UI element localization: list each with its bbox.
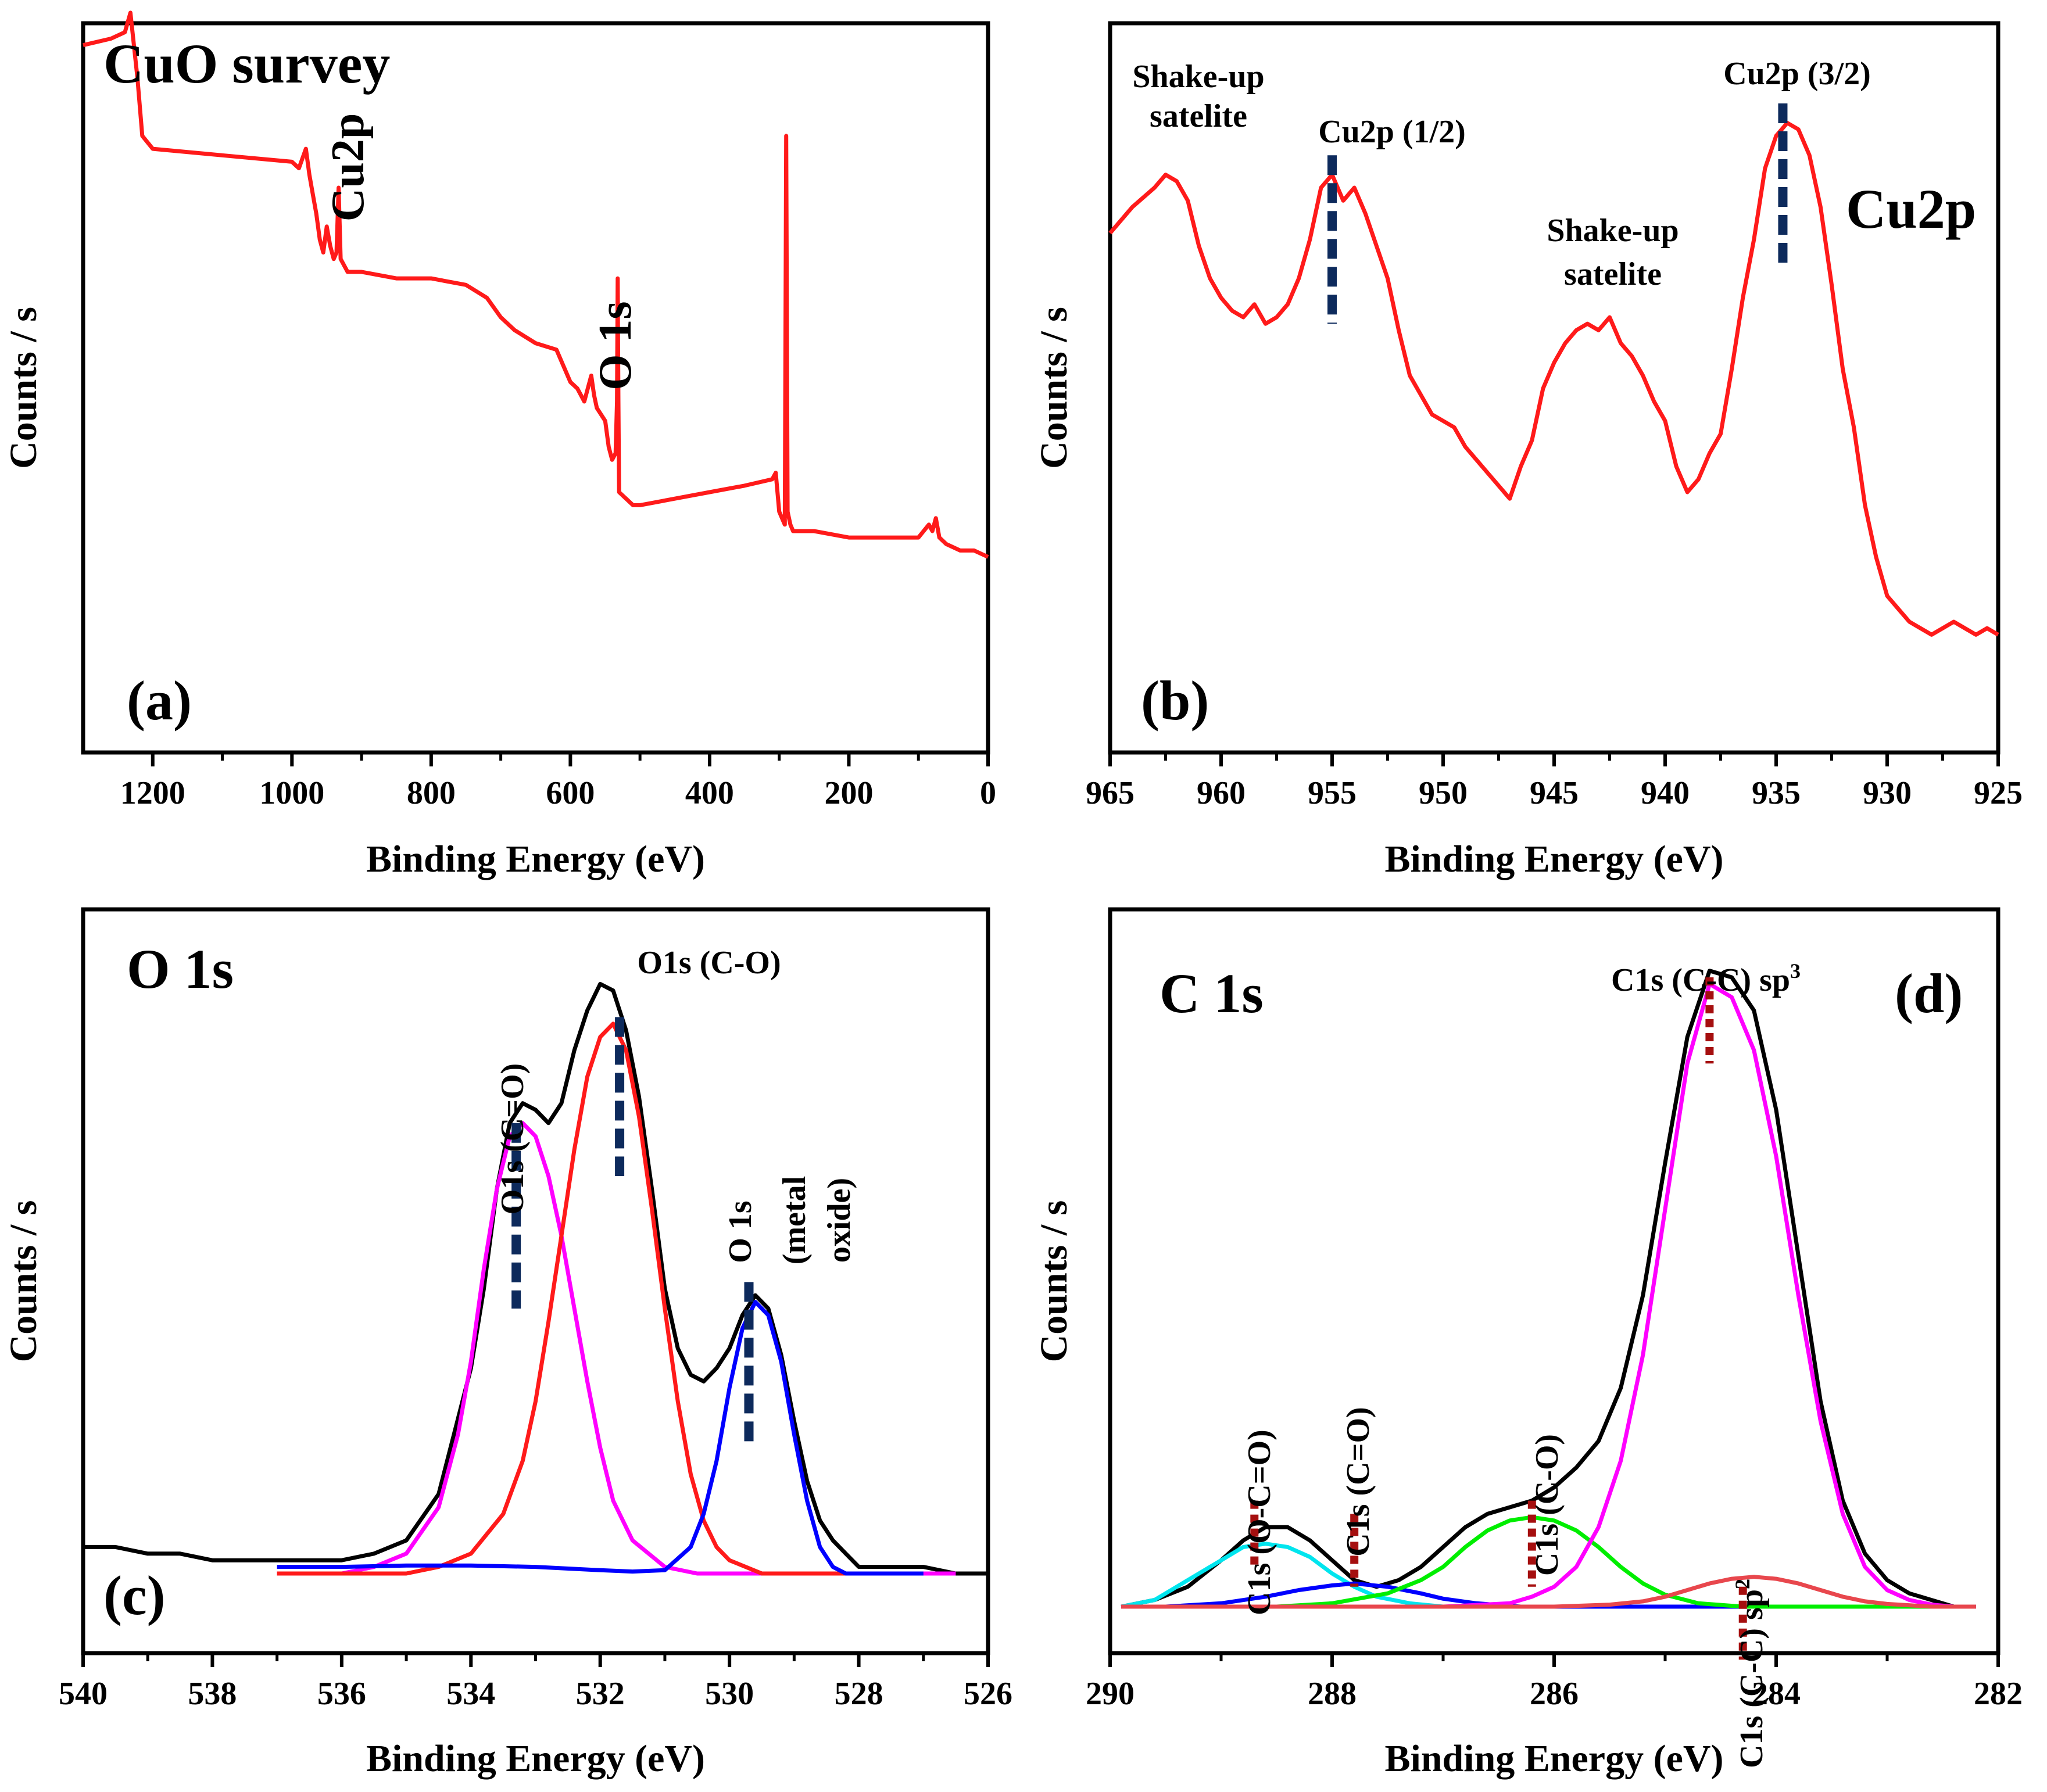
panel-label: (d)	[1895, 962, 1963, 1024]
peak-annotation: C1s (C=O)	[1340, 1407, 1376, 1556]
panel-title: C 1s	[1160, 962, 1264, 1024]
x-tick-label: 935	[1752, 775, 1801, 811]
x-tick-label: 950	[1419, 775, 1468, 811]
x-tick-label: 955	[1308, 775, 1357, 811]
series-line-envelope	[83, 981, 988, 1576]
peak-annotation: Cu2p (1/2)	[1318, 114, 1466, 150]
peak-annotation: C1s (C-O)	[1529, 1434, 1565, 1576]
x-tick-label: 282	[1974, 1676, 2023, 1712]
x-axis-label: Binding Energy (eV)	[366, 838, 705, 880]
peak-annotation: satelite	[1564, 256, 1662, 292]
plot-frame	[81, 907, 990, 1655]
peak-annotation: Shake-up	[1547, 213, 1679, 249]
x-tick-label: 530	[705, 1676, 754, 1712]
x-tick-label: 290	[1086, 1676, 1135, 1712]
series-line-envelope	[1121, 969, 1976, 1609]
peak-annotation: satelite	[1150, 98, 1247, 134]
peak-annotation: Shake-up	[1132, 59, 1264, 95]
x-tick-label: 925	[1974, 775, 2023, 811]
panel-title: O 1s	[127, 938, 234, 1000]
series-line-cu2p	[1108, 121, 1999, 637]
x-tick-label: 600	[546, 775, 595, 811]
x-tick-label: 200	[824, 775, 873, 811]
series-line-o1s-c-o-	[277, 1121, 956, 1576]
x-axis-label: Binding Energy (eV)	[1384, 1737, 1723, 1780]
panel-b: 965 960 955 950 945 940 935 930 925 Binding Energ…	[1033, 21, 2023, 880]
y-axis-label: Counts / s	[2, 307, 45, 469]
x-tick-label: 538	[188, 1676, 237, 1712]
x-axis-label: Binding Energy (eV)	[1384, 838, 1723, 880]
x-tick-label: 400	[685, 775, 734, 811]
series-line-c1s-c-c-sp2	[1121, 1575, 1976, 1609]
x-tick-label: 940	[1641, 775, 1690, 811]
peak-annotation: C1s (C-C) sp3	[1611, 959, 1801, 998]
peak-annotation: O 1s	[590, 301, 641, 390]
y-axis-label: Counts / s	[1033, 307, 1075, 469]
panel-d: 290 288 286 284 282 Binding Energy (eV) Counts…	[1033, 907, 2023, 1780]
peak-annotation: Cu2p (3/2)	[1723, 56, 1871, 92]
plot-frame	[81, 21, 990, 755]
x-tick-label: 526	[964, 1676, 1012, 1712]
panel-title: CuO survey	[103, 33, 390, 95]
peak-annotation: Cu2p	[323, 113, 374, 222]
x-tick-label: 286	[1530, 1676, 1579, 1712]
peak-annotation: O 1s	[722, 1200, 758, 1263]
x-tick-label: 960	[1197, 775, 1246, 811]
x-tick-label: 945	[1530, 775, 1579, 811]
peak-annotation: O1s (C=O)	[495, 1063, 531, 1215]
x-axis-label: Binding Energy (eV)	[366, 1737, 705, 1780]
x-tick-label: 284	[1752, 1676, 1801, 1712]
panel-title: Cu2p	[1846, 178, 1976, 240]
panel-label: (b)	[1141, 669, 1209, 732]
series-line-o-1s-metal-oxide-	[277, 1300, 924, 1576]
panel-c: 540 538 536 534 532 530 528 526 Binding Energy (…	[2, 907, 1012, 1780]
x-tick-label: 534	[446, 1676, 495, 1712]
peak-annotation: O1s (C-O)	[637, 945, 781, 981]
series-line-cuo-survey	[83, 10, 989, 559]
x-tick-label: 540	[59, 1676, 108, 1712]
y-axis-label: Counts / s	[2, 1200, 45, 1363]
x-tick-label: 528	[835, 1676, 883, 1712]
y-axis-label: Counts / s	[1033, 1200, 1075, 1363]
x-tick-label: 930	[1863, 775, 1912, 811]
x-tick-label: 288	[1308, 1676, 1357, 1712]
panel-a: 1200 1000 800 600 400 200 0 Binding Energy (eV)…	[2, 10, 996, 880]
x-tick-label: 800	[407, 775, 456, 811]
series-line-o1s-c-o-	[277, 1022, 859, 1576]
peak-annotation: oxide)	[821, 1178, 857, 1263]
x-tick-label: 0	[980, 775, 996, 811]
peak-annotation: (metal	[776, 1176, 813, 1264]
series-line-c1s-c-o-	[1121, 1581, 1976, 1609]
panel-label: (c)	[103, 1564, 166, 1626]
x-tick-label: 1200	[120, 775, 185, 811]
x-tick-label: 536	[317, 1676, 366, 1712]
x-tick-label: 965	[1086, 775, 1135, 811]
peak-annotation: C1s (O-C=O)	[1241, 1429, 1277, 1615]
x-tick-label: 1000	[259, 775, 324, 811]
peak-annotation: C1s (C-C) sp2	[1731, 1579, 1770, 1768]
series-line-c1s-c-o-	[1121, 1515, 1976, 1609]
panel-label: (a)	[127, 669, 192, 732]
x-tick-label: 532	[576, 1676, 625, 1712]
